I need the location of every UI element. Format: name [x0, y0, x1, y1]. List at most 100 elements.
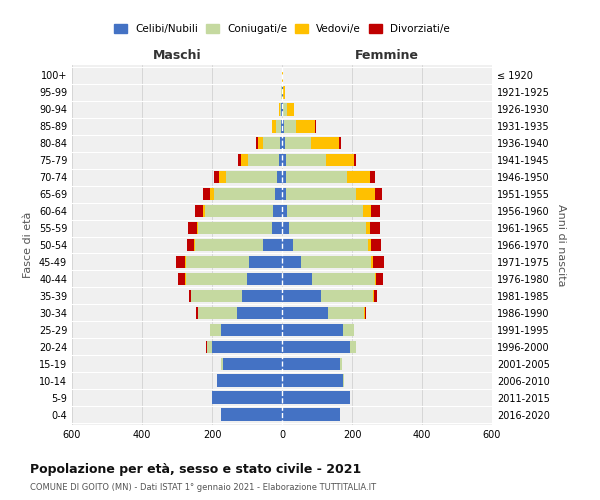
Bar	[315, 120, 316, 132]
Bar	[194, 238, 263, 252]
Bar	[368, 238, 371, 252]
Bar	[221, 408, 282, 421]
Bar	[286, 188, 356, 200]
Bar	[214, 188, 275, 200]
Bar	[283, 86, 285, 99]
Bar	[176, 256, 185, 268]
Bar	[370, 222, 380, 234]
Bar	[356, 188, 376, 200]
Bar	[277, 170, 282, 183]
Bar	[366, 222, 370, 234]
Bar	[191, 290, 242, 302]
Bar	[286, 154, 326, 166]
Legend: Celibi/Nubili, Coniugati/e, Vedovi/e, Divorziati/e: Celibi/Nubili, Coniugati/e, Vedovi/e, Di…	[110, 20, 454, 38]
Text: Maschi: Maschi	[152, 48, 202, 62]
Bar	[185, 256, 186, 268]
Bar	[282, 154, 286, 166]
Bar	[198, 222, 271, 234]
Bar	[354, 324, 355, 336]
Bar	[374, 290, 377, 302]
Bar	[249, 256, 282, 268]
Bar	[373, 290, 374, 302]
Bar	[273, 204, 282, 218]
Bar	[241, 154, 248, 166]
Text: Popolazione per età, sesso e stato civile - 2021: Popolazione per età, sesso e stato civil…	[30, 462, 361, 475]
Text: COMUNE DI GOITO (MN) - Dati ISTAT 1° gennaio 2021 - Elaborazione TUTTITALIA.IT: COMUNE DI GOITO (MN) - Dati ISTAT 1° gen…	[30, 484, 376, 492]
Bar	[281, 120, 282, 132]
Bar	[282, 392, 350, 404]
Bar	[212, 392, 282, 404]
Bar	[282, 256, 301, 268]
Bar	[282, 290, 320, 302]
Bar	[365, 306, 367, 320]
Bar	[279, 154, 282, 166]
Bar	[272, 120, 276, 132]
Bar	[282, 170, 286, 183]
Bar	[203, 188, 210, 200]
Bar	[205, 204, 273, 218]
Bar	[347, 170, 370, 183]
Bar	[284, 120, 296, 132]
Bar	[375, 272, 376, 285]
Bar	[271, 120, 272, 132]
Bar	[207, 340, 212, 353]
Bar	[282, 238, 293, 252]
Bar	[371, 204, 380, 218]
Bar	[287, 204, 362, 218]
Bar	[296, 120, 315, 132]
Bar	[214, 170, 219, 183]
Bar	[210, 324, 221, 336]
Bar	[226, 170, 277, 183]
Bar	[281, 103, 282, 116]
Bar	[282, 188, 286, 200]
Bar	[248, 154, 279, 166]
Text: Femmine: Femmine	[355, 48, 419, 62]
Bar	[206, 340, 207, 353]
Bar	[282, 340, 350, 353]
Bar	[350, 340, 355, 353]
Bar	[282, 136, 285, 149]
Bar	[282, 86, 283, 99]
Bar	[371, 238, 381, 252]
Bar	[276, 120, 281, 132]
Bar	[242, 290, 282, 302]
Bar	[370, 170, 375, 183]
Bar	[236, 306, 282, 320]
Bar	[282, 324, 343, 336]
Bar	[326, 154, 354, 166]
Bar	[293, 238, 368, 252]
Bar	[217, 374, 282, 387]
Bar	[212, 340, 282, 353]
Bar	[340, 358, 341, 370]
Bar	[287, 103, 293, 116]
Bar	[286, 170, 347, 183]
Bar	[282, 204, 287, 218]
Bar	[282, 408, 340, 421]
Bar	[178, 272, 185, 285]
Bar	[343, 324, 354, 336]
Bar	[289, 222, 366, 234]
Bar	[362, 204, 371, 218]
Bar	[197, 222, 198, 234]
Bar	[328, 306, 364, 320]
Bar	[198, 306, 236, 320]
Bar	[280, 103, 281, 116]
Bar	[221, 358, 223, 370]
Bar	[320, 290, 373, 302]
Bar	[257, 136, 263, 149]
Bar	[219, 170, 226, 183]
Bar	[263, 136, 280, 149]
Bar	[371, 256, 373, 268]
Bar	[339, 136, 341, 149]
Bar	[312, 272, 375, 285]
Bar	[271, 222, 282, 234]
Bar	[282, 306, 328, 320]
Bar	[285, 136, 311, 149]
Bar	[376, 272, 383, 285]
Bar	[376, 188, 382, 200]
Bar	[282, 222, 289, 234]
Bar	[282, 103, 283, 116]
Bar	[186, 256, 249, 268]
Bar	[238, 154, 241, 166]
Bar	[203, 204, 205, 218]
